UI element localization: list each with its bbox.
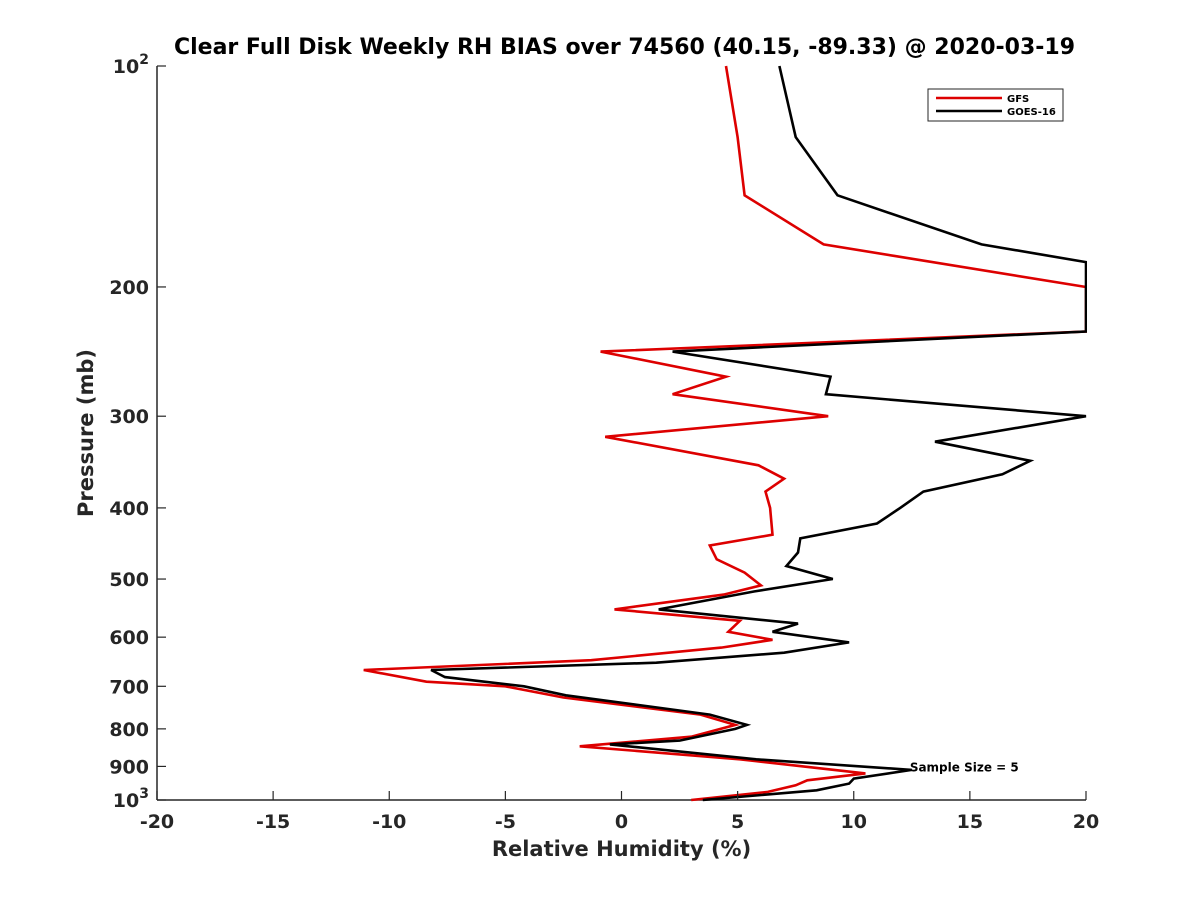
sample-size-annotation: Sample Size = 5 bbox=[910, 760, 1019, 774]
x-tick-label: -20 bbox=[140, 811, 174, 833]
y-axis: 102 200 300 400 500 600 700 800 900 103 bbox=[109, 52, 166, 812]
y-tick-label: 900 bbox=[109, 756, 149, 778]
plot-area bbox=[156, 66, 1086, 801]
x-axis-label: Relative Humidity (%) bbox=[492, 837, 751, 861]
x-tick-label: 0 bbox=[615, 811, 628, 833]
x-tick-label: 20 bbox=[1073, 811, 1099, 833]
x-tick-label: -15 bbox=[256, 811, 290, 833]
x-tick-label: 15 bbox=[957, 811, 983, 833]
y-tick-label: 500 bbox=[109, 569, 149, 591]
legend-label: GOES-16 bbox=[1007, 107, 1056, 118]
legend: GFS GOES-16 bbox=[927, 88, 1064, 122]
series-line-goes-16 bbox=[430, 65, 1087, 802]
x-tick-label: 10 bbox=[841, 811, 867, 833]
y-axis-label: Pressure (mb) bbox=[74, 349, 98, 517]
y-tick-label: 103 bbox=[113, 786, 149, 812]
y-tick-label: 300 bbox=[109, 406, 149, 428]
y-tick-label: 102 bbox=[113, 52, 149, 78]
y-tick-label: 200 bbox=[109, 277, 149, 299]
plot-background bbox=[157, 66, 1086, 800]
x-tick-label: -5 bbox=[495, 811, 516, 833]
x-tick-label: 5 bbox=[731, 811, 744, 833]
chart-title: Clear Full Disk Weekly RH BIAS over 7456… bbox=[174, 35, 1075, 60]
y-tick-label: 700 bbox=[109, 676, 149, 698]
x-axis: -20 -15 -10 -5 0 5 10 15 20 bbox=[140, 791, 1099, 833]
y-tick-label: 600 bbox=[109, 627, 149, 649]
series-layer bbox=[363, 65, 1087, 802]
y-tick-label: 400 bbox=[109, 498, 149, 520]
legend-box bbox=[927, 88, 1064, 122]
x-tick-label: -10 bbox=[372, 811, 406, 833]
series-line-gfs bbox=[363, 65, 1087, 802]
annotations: Sample Size = 5 bbox=[910, 760, 1019, 774]
legend-label: GFS bbox=[1007, 94, 1029, 105]
y-tick-label: 800 bbox=[109, 719, 149, 741]
